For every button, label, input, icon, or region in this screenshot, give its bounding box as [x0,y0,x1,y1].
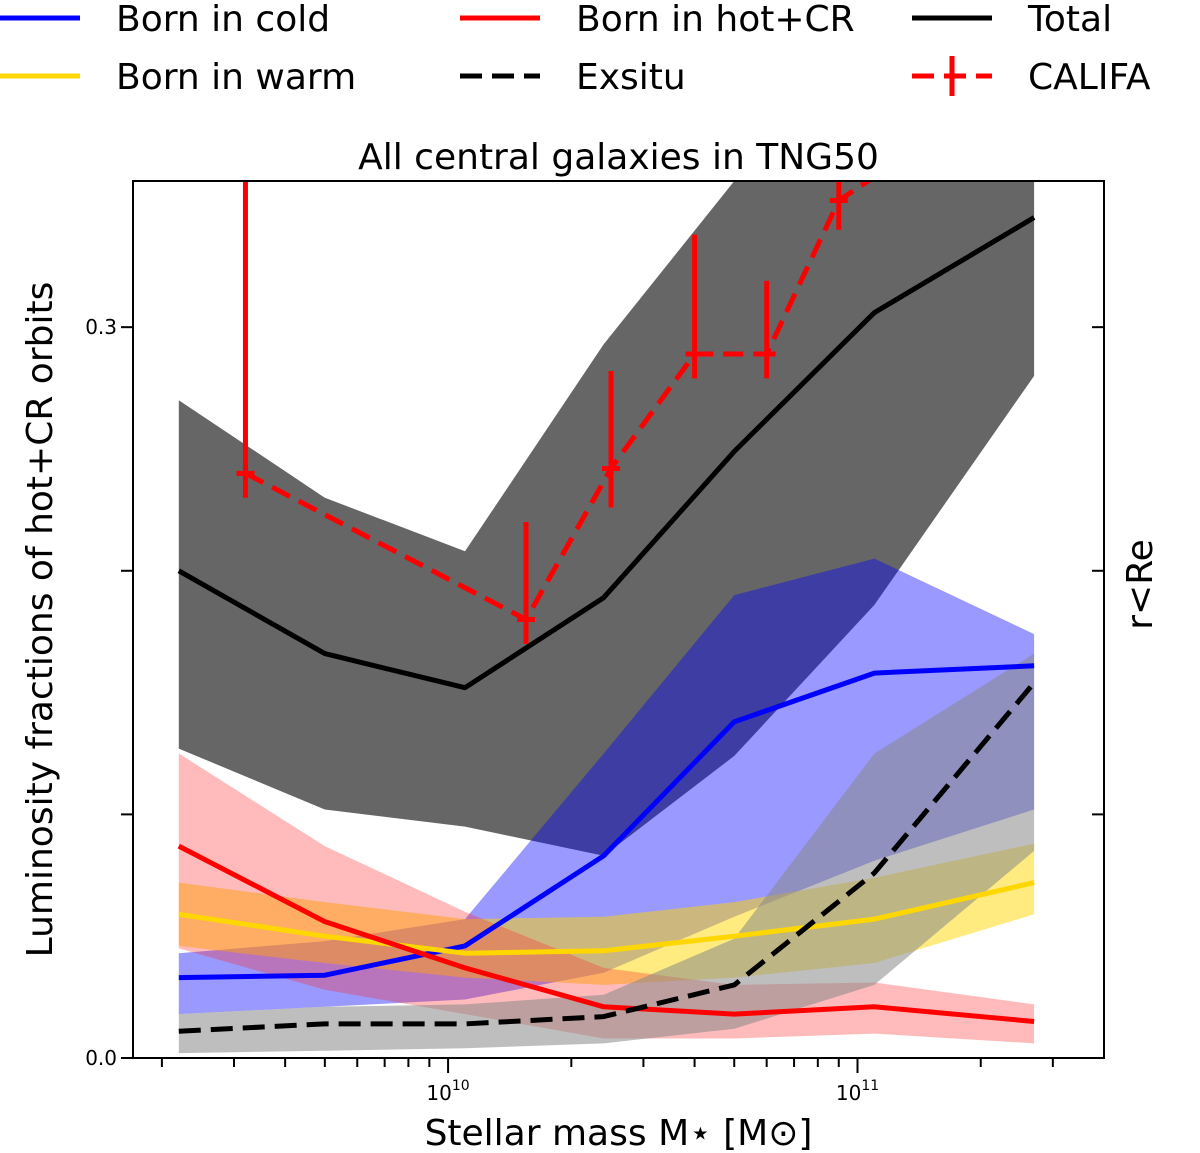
line-born-in-hot-cr [177,843,1035,1024]
band-exsitu [178,653,1035,1054]
y-tick-label: 0.3 [85,315,117,339]
legend: Born in cold Born in hot+CR Total Born in w… [0,0,1151,98]
line-exsitu [178,681,1037,1034]
legend-label: Exsitu [576,57,686,98]
chart-title: All central galaxies in TNG50 [358,137,879,178]
x-tick-label: 1010 [426,1078,469,1105]
band-born-in-cold [178,558,1035,1015]
califa-errorbars [236,181,873,644]
legend-item-born-in-warm: Born in warm [0,57,356,98]
x-tick-label: 1011 [836,1078,879,1105]
region-label: r<Re [1120,539,1161,630]
band-born-in-hot-cr [178,753,1035,1044]
axis-ticks: 1010 1011 0.0 0.3 [85,315,1104,1105]
line-born-in-cold [178,663,1035,981]
legend-item-total: Total [912,0,1112,40]
y-tick-label: 0.0 [85,1046,117,1070]
plot-frame [132,180,1105,1059]
uncertainty-bands [178,181,1035,1054]
x-axis-title: Stellar mass M⋆ [M⊙] [425,1113,813,1153]
series-lines [177,215,1037,1034]
legend-label: Total [1027,0,1112,40]
legend-item-born-in-hot-cr: Born in hot+CR [460,0,855,40]
band-total [178,181,1035,856]
legend-item-exsitu: Exsitu [460,57,686,98]
legend-item-califa: CALIFA [912,56,1151,98]
legend-label: Born in warm [116,57,356,98]
line-born-in-warm [178,880,1035,956]
legend-label: CALIFA [1028,57,1151,98]
legend-label: Born in hot+CR [576,0,855,40]
line-total [177,215,1036,691]
legend-item-born-in-cold: Born in cold [0,0,330,40]
y-axis-title: Luminosity fractions of hot+CR orbits [20,282,61,958]
legend-label: Born in cold [116,0,330,40]
